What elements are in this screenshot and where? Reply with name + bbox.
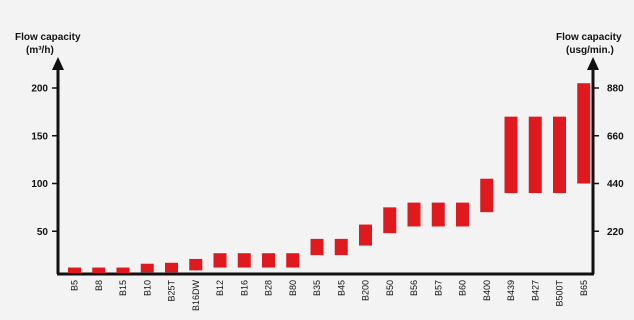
left-axis-arrow xyxy=(52,57,64,70)
right-tick-label: 880 xyxy=(607,84,624,95)
left-axis-title-line1: Flow capacity xyxy=(15,32,81,43)
right-tick-label: 440 xyxy=(607,179,624,190)
bar-b50 xyxy=(383,207,397,234)
left-tick-label: 200 xyxy=(31,84,48,95)
right-axis-arrow xyxy=(587,57,599,70)
bar-b28 xyxy=(262,253,275,268)
right-axis-ticks: 220 440 660 880 xyxy=(593,84,624,238)
category-label: B16DW xyxy=(191,280,201,312)
category-label: B400 xyxy=(482,280,492,301)
bar-b8 xyxy=(92,267,106,274)
category-label: B65 xyxy=(579,280,589,296)
bar-b16 xyxy=(237,253,251,268)
bar-b400 xyxy=(480,178,494,213)
left-tick-label: 50 xyxy=(37,227,49,238)
category-label: B35 xyxy=(312,280,322,296)
bar-b15 xyxy=(116,267,130,274)
right-tick-label: 220 xyxy=(607,227,624,238)
bar-b80 xyxy=(286,253,300,268)
bar-b57 xyxy=(431,202,445,227)
category-label: B427 xyxy=(530,280,540,301)
bar-b56 xyxy=(407,202,421,227)
left-axis-title-line2: (m³/h) xyxy=(26,45,54,56)
bar-b12 xyxy=(213,253,227,268)
category-label: B45 xyxy=(336,280,346,296)
category-label: B80 xyxy=(288,280,298,296)
category-label: B28 xyxy=(264,280,274,296)
right-axis-title-line2: (usg/min.) xyxy=(566,45,614,56)
category-label: B500T xyxy=(555,280,565,307)
left-axis-ticks: 50 100 150 200 xyxy=(31,84,58,238)
bar-b10 xyxy=(140,263,154,273)
bar-b200 xyxy=(359,224,372,246)
category-label: B25T xyxy=(167,280,177,302)
bar-b500t xyxy=(553,116,566,194)
category-label: B200 xyxy=(361,280,371,301)
category-label: B5 xyxy=(70,280,80,291)
bar-b60 xyxy=(456,202,469,227)
category-label: B50 xyxy=(385,280,395,296)
right-tick-label: 660 xyxy=(607,131,624,142)
bar-b16dw xyxy=(189,258,203,271)
category-label: B8 xyxy=(94,280,104,291)
category-label: B56 xyxy=(409,280,419,296)
bar-b35 xyxy=(310,238,324,256)
category-label: B57 xyxy=(433,280,443,296)
bar-b65 xyxy=(577,83,591,184)
right-axis-title-line1: Flow capacity xyxy=(556,32,622,43)
category-label: B15 xyxy=(118,280,128,296)
bars-group xyxy=(68,83,591,274)
category-label: B60 xyxy=(458,280,468,296)
category-label: B12 xyxy=(215,280,225,296)
bar-b25t xyxy=(165,262,178,273)
bar-b45 xyxy=(334,238,348,256)
category-labels: B5 B8 B15 B10 B25T B16DW B12 B16 B28 B80 B35 B45 B20… xyxy=(70,280,589,312)
category-label: B439 xyxy=(506,280,516,301)
left-tick-label: 100 xyxy=(31,179,48,190)
bar-b439 xyxy=(504,116,518,194)
category-label: B16 xyxy=(239,280,249,296)
category-label: B10 xyxy=(142,280,152,296)
bar-b5 xyxy=(68,267,81,274)
left-tick-label: 150 xyxy=(31,131,48,142)
bar-b427 xyxy=(528,116,542,194)
